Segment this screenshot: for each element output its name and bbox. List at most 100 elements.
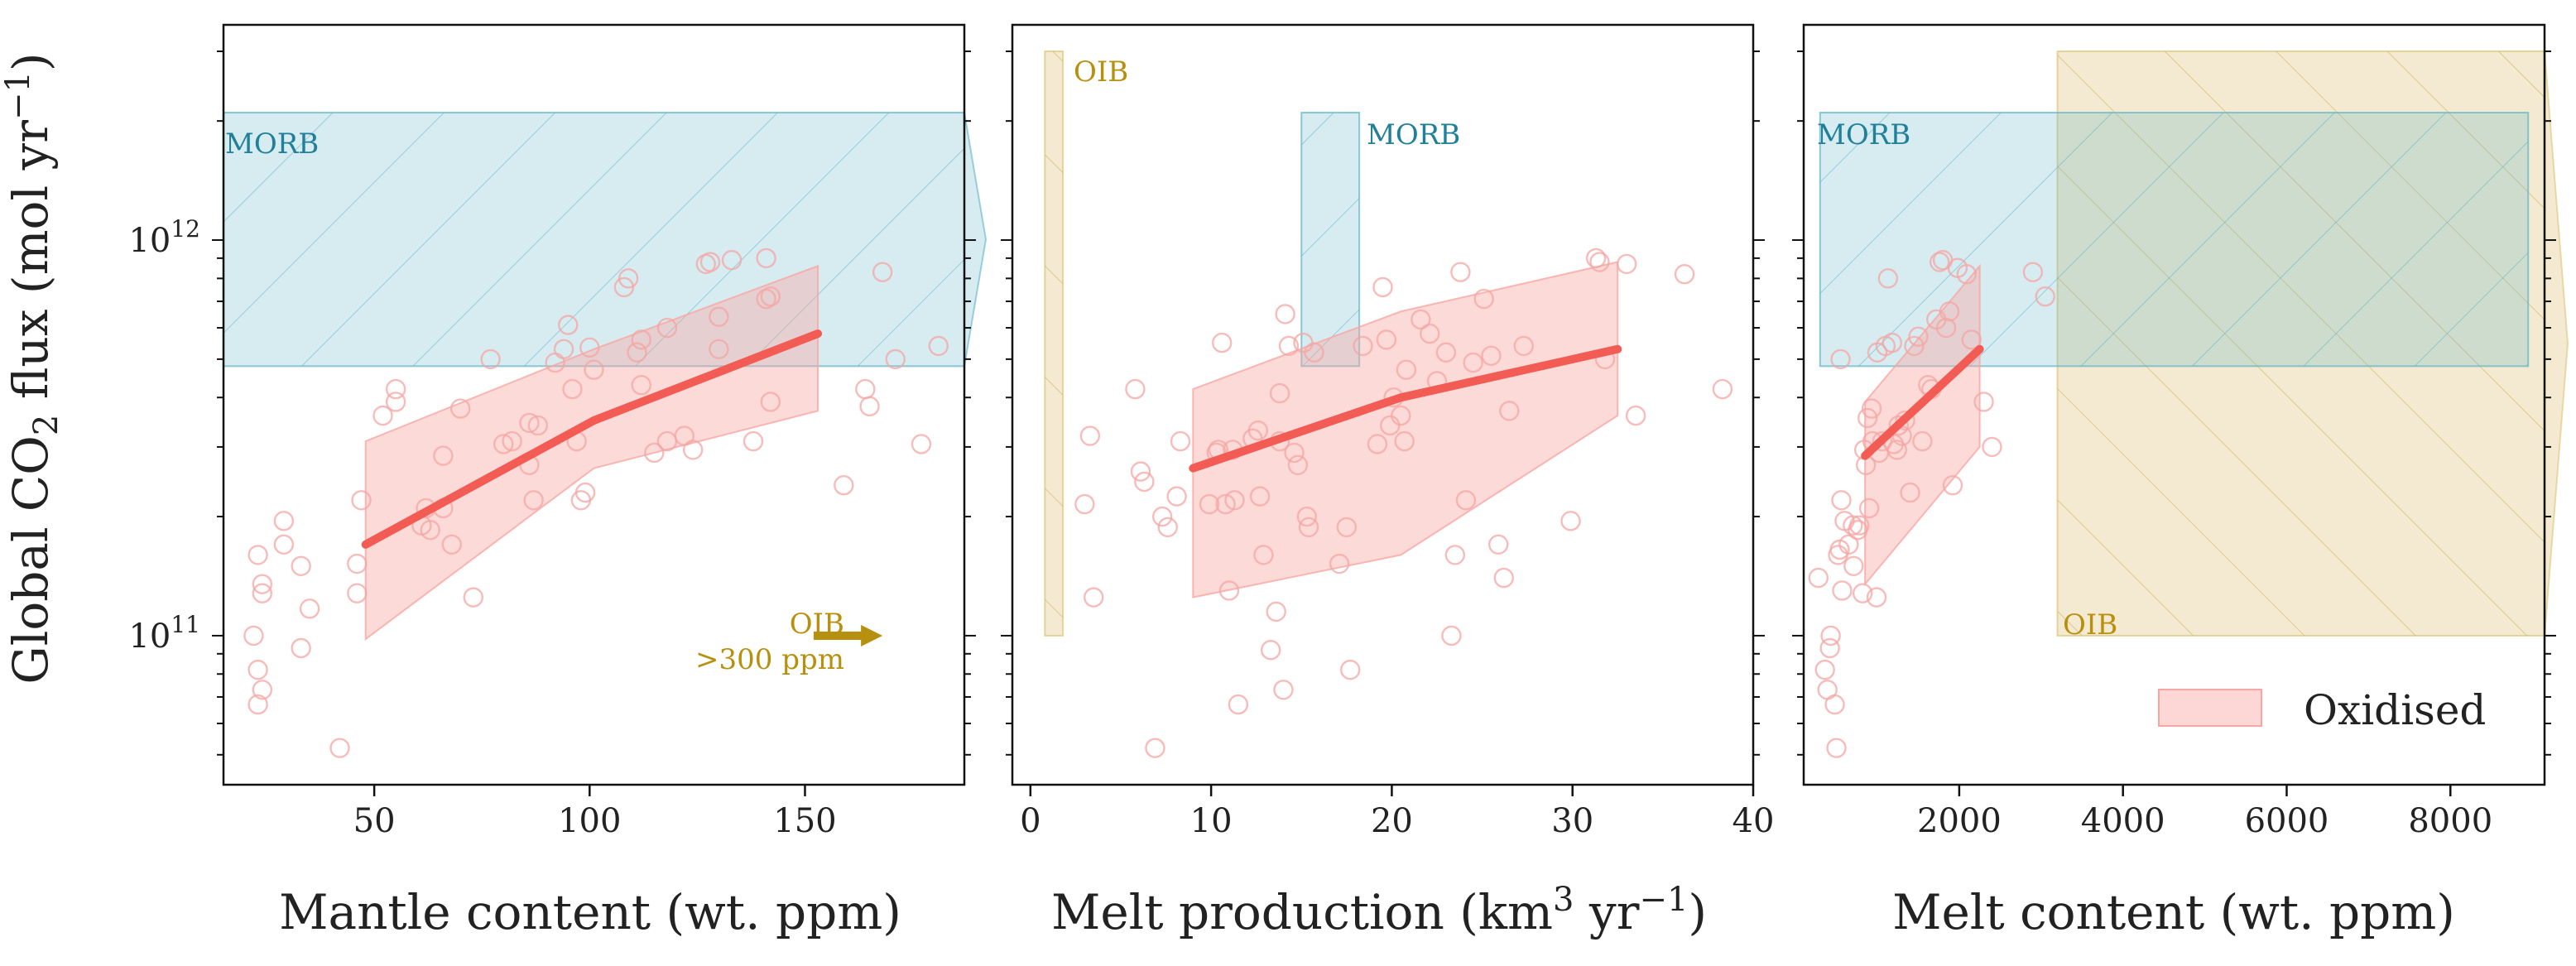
data-point xyxy=(1481,345,1502,366)
data-point xyxy=(1488,534,1509,555)
data-point xyxy=(1269,382,1290,404)
data-point xyxy=(618,268,639,289)
data-point xyxy=(1435,342,1457,363)
data-point xyxy=(1074,493,1095,515)
data-point xyxy=(1253,545,1274,565)
data-point xyxy=(1939,301,1960,322)
panel-1-frame xyxy=(222,23,966,786)
data-point xyxy=(1982,436,2002,458)
data-point xyxy=(1298,517,1319,538)
data-point xyxy=(299,598,320,619)
x-tick-label: 4000 xyxy=(2081,802,2165,840)
panel-melt-production: 0 10 20 30 40 OIB MORB Melt production (km3 … xyxy=(1001,23,1775,940)
data-point xyxy=(855,378,876,400)
x-tick-label: 50 xyxy=(353,802,396,840)
data-point xyxy=(885,348,906,370)
panel-3-background-layers xyxy=(1819,50,2569,637)
oib-arrow-shape xyxy=(813,624,883,646)
panel-2-frame xyxy=(1011,23,1755,786)
data-point xyxy=(1260,640,1281,661)
data-point xyxy=(644,442,665,464)
data-point xyxy=(584,359,604,380)
data-point xyxy=(699,252,721,272)
data-point xyxy=(1284,442,1305,464)
data-point xyxy=(872,262,893,282)
data-point xyxy=(1912,430,1933,452)
data-point xyxy=(1376,329,1397,350)
data-point xyxy=(1215,493,1236,515)
data-point xyxy=(760,286,781,307)
data-point xyxy=(372,405,393,426)
data-point xyxy=(1900,482,1920,503)
data-point xyxy=(351,490,372,511)
data-point xyxy=(347,553,368,574)
data-point xyxy=(441,534,462,555)
x-tick-label: 30 xyxy=(1551,802,1593,840)
oxidised-trend-line xyxy=(1861,344,1984,460)
panel-3-oib-label: OIB xyxy=(2063,608,2117,642)
data-point xyxy=(1895,410,1915,431)
data-point xyxy=(385,392,406,412)
data-point xyxy=(1441,625,1462,646)
x-tick-label: 2000 xyxy=(1917,802,2002,840)
data-point xyxy=(291,637,311,659)
data-point xyxy=(1513,335,1534,357)
data-point xyxy=(1973,392,1994,412)
x-tick-label: 150 xyxy=(773,802,836,840)
x-tick-label: 0 xyxy=(1020,802,1040,840)
data-point xyxy=(928,335,949,357)
data-point xyxy=(1266,601,1286,622)
data-point xyxy=(1625,405,1646,426)
data-point xyxy=(579,337,600,358)
x-tick-label: 40 xyxy=(1733,802,1775,840)
data-point xyxy=(1493,567,1514,589)
data-point xyxy=(1304,342,1324,363)
data-point xyxy=(743,430,764,452)
data-point xyxy=(2035,286,2055,307)
data-point xyxy=(2022,262,2044,282)
panel-1-trend xyxy=(361,329,823,549)
data-point xyxy=(248,659,268,680)
data-point xyxy=(1904,335,1925,357)
panel-2-morb-label: MORB xyxy=(1367,118,1460,151)
data-point xyxy=(1372,276,1393,298)
x-tick-label: 20 xyxy=(1371,802,1413,840)
data-point xyxy=(1929,252,1950,272)
data-point xyxy=(1275,304,1295,324)
data-point xyxy=(1824,694,1845,715)
data-point xyxy=(1820,625,1841,646)
data-point xyxy=(1084,587,1104,608)
data-point xyxy=(1125,378,1146,400)
data-point xyxy=(1224,490,1245,511)
data-point xyxy=(1849,515,1870,536)
panel-1-oib-annotation: OIB >300 ppm xyxy=(695,608,883,676)
data-point xyxy=(1296,506,1318,527)
data-point xyxy=(252,583,273,603)
data-point xyxy=(709,306,729,327)
data-point xyxy=(1249,486,1271,507)
data-point xyxy=(449,398,471,419)
data-point xyxy=(1411,309,1431,330)
data-point xyxy=(523,490,544,511)
data-point xyxy=(1394,430,1415,452)
data-point xyxy=(721,250,743,271)
panel-1-x-axis-label: Mantle content (wt. ppm) xyxy=(279,884,901,940)
data-point xyxy=(1145,738,1165,758)
data-point xyxy=(1858,497,1880,519)
data-point xyxy=(1170,430,1191,452)
oxidised-trend-line xyxy=(1189,344,1622,473)
data-point xyxy=(1353,335,1373,357)
oxidised-trend-line xyxy=(361,329,823,549)
data-point xyxy=(1674,264,1695,285)
data-point xyxy=(1877,268,1899,289)
panel-1-oib-ppm-label: >300 ppm xyxy=(695,643,844,676)
data-point xyxy=(682,440,704,460)
data-point xyxy=(1838,534,1859,555)
data-point xyxy=(527,415,549,436)
data-point xyxy=(252,574,273,594)
data-point xyxy=(1832,580,1853,601)
data-point xyxy=(1247,420,1269,441)
data-point xyxy=(1212,332,1233,353)
y-axis-label: Global CO2 flux (mol yr−1) xyxy=(0,52,65,684)
data-point xyxy=(1396,359,1417,380)
